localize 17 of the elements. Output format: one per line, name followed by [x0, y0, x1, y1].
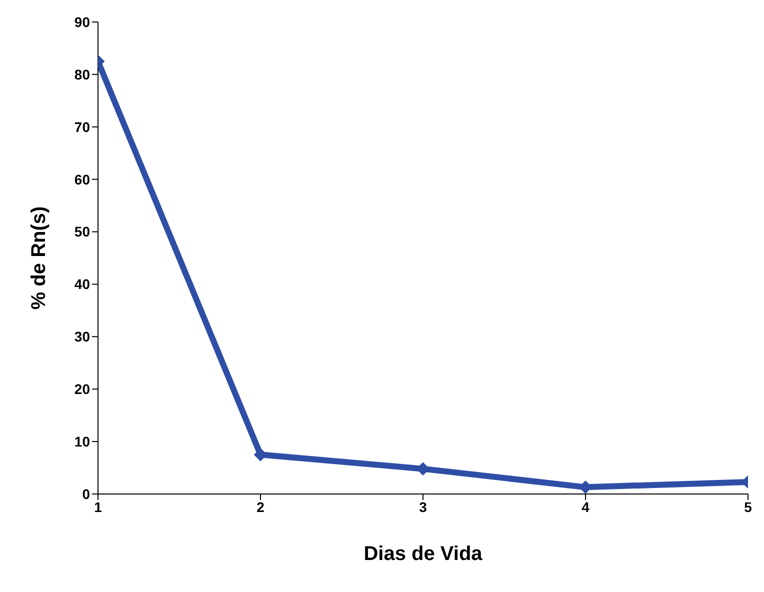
y-tick-label: 60: [74, 171, 90, 188]
y-tick-label: 30: [74, 328, 90, 345]
x-tick-label: 3: [419, 498, 428, 515]
x-tick-label: 1: [94, 498, 102, 515]
y-tick-label: 90: [74, 14, 90, 30]
x-tick-label: 4: [582, 498, 590, 515]
y-tick-label: 50: [74, 224, 90, 240]
y-tick-label: 10: [74, 434, 90, 450]
x-tick-label: 2: [256, 498, 265, 515]
x-axis-title: Dias de Vida: [364, 543, 484, 565]
y-axis-title: % de Rn(s): [28, 206, 50, 310]
y-tick-label: 40: [74, 276, 90, 292]
y-tick-label: 0: [82, 486, 90, 502]
y-tick-label: 80: [74, 66, 90, 82]
y-tick-label: 70: [74, 118, 90, 135]
x-tick-label: 5: [744, 498, 752, 515]
y-tick-label: 20: [74, 381, 90, 398]
